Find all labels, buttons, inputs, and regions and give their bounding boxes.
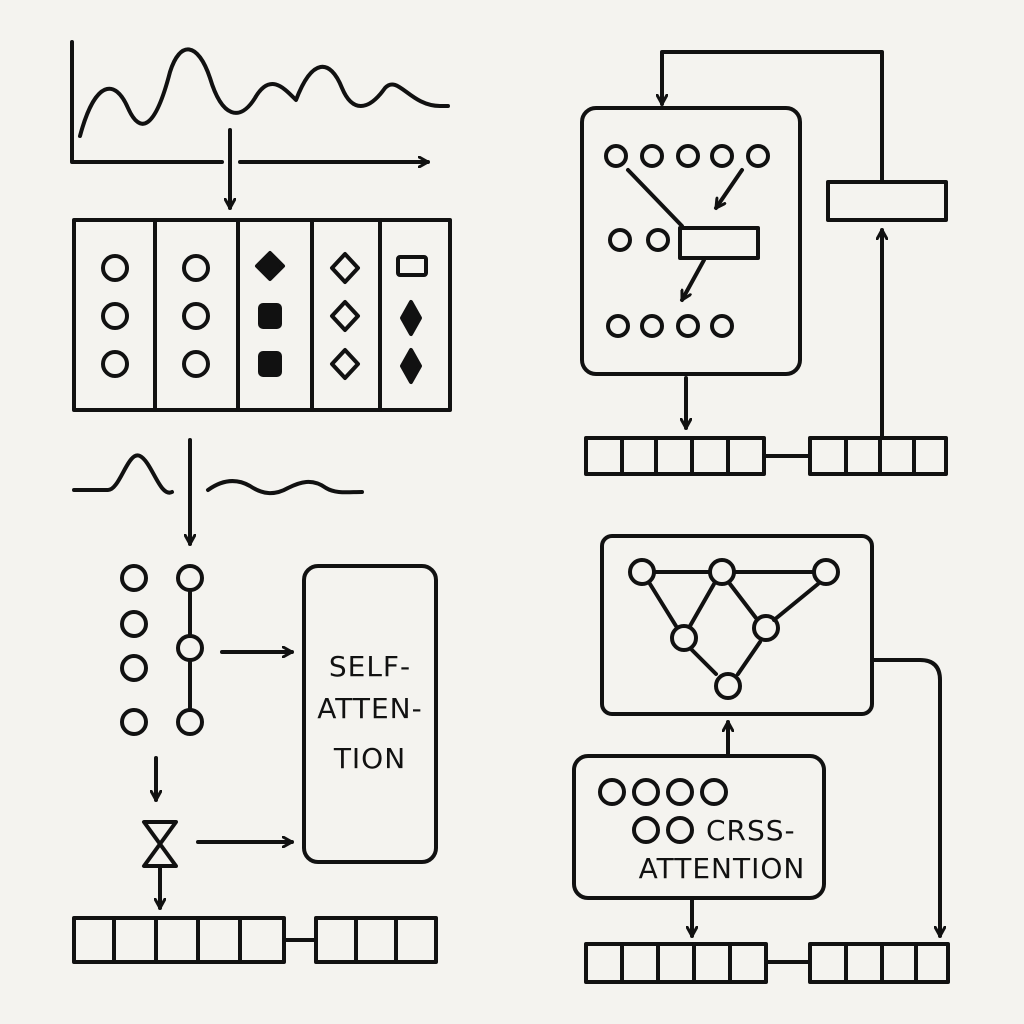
cross-node [666,816,694,844]
grid-node [101,254,129,282]
graph-node [708,558,736,586]
grid-diamond [330,300,360,332]
panel-node [604,144,628,168]
grid-node [101,302,129,330]
panel-node [646,228,670,252]
feedback-loop-arrow [662,50,884,182]
arrow-graph-to-sequence [870,658,940,938]
sequence-top-right [808,436,948,476]
grid-diamond [330,252,360,284]
grid-diamond-filled [400,300,422,336]
signal-chart [70,40,450,164]
grid-square-filled [258,303,282,329]
sequence-bottom-right-b [808,942,950,984]
sequence-bottom-left [72,916,286,964]
grid-square-filled [258,351,282,377]
token-node [120,610,148,638]
grid-diamond-filled [400,348,422,384]
token-node [120,564,148,592]
grid-node [182,302,210,330]
grid-node [182,350,210,378]
graph-node [812,558,840,586]
chart-axes [70,40,224,164]
sequence-bottom-mid [314,916,438,964]
graph-panel [600,534,874,716]
panel-node [710,144,734,168]
token-node [176,564,204,592]
cross-attention-label-line2: ATTENTION [639,852,806,885]
panel-node [746,144,770,168]
panel-node [676,314,700,338]
hourglass-icon [142,820,178,868]
cross-attention-label-line1: CRSS- [706,814,796,847]
cross-attention-nodes [598,778,728,844]
graph-node [714,672,742,700]
cross-node [700,778,728,806]
panel-node [710,314,734,338]
self-attention-label-line3: TION [333,742,406,775]
cross-node [632,778,660,806]
self-attention-label-line2: ATTEN- [317,692,422,725]
panel-node [606,314,630,338]
token-node [176,634,204,662]
sequence-top-left [584,436,766,476]
sequence-bottom-right-a [584,942,768,984]
node-panel [580,106,802,376]
token-node [120,708,148,736]
signal-wave [78,47,450,138]
cross-node [632,816,660,844]
token-node [176,708,204,736]
graph [628,558,840,700]
graph-node [670,624,698,652]
self-attention-label-line1: SELF- [329,650,411,683]
token-nodes [120,564,204,736]
grid-rect [396,255,428,277]
cross-attention-block [572,754,826,900]
graph-node [628,558,656,586]
graph-node [752,614,780,642]
token-node [120,654,148,682]
grid-node [101,350,129,378]
feedback-block [826,180,948,222]
grid-node [182,254,210,282]
feature-grid [72,218,452,412]
panel-node [676,144,700,168]
panel-block [678,226,760,260]
self-attention-block [302,564,438,864]
panel-node [608,228,632,252]
cross-node [598,778,626,806]
grid-diamond [330,348,360,380]
panel-node [640,314,664,338]
grid-diamond-filled [255,251,285,281]
cross-node [666,778,694,806]
panel-node [640,144,664,168]
input-wave [72,453,364,495]
